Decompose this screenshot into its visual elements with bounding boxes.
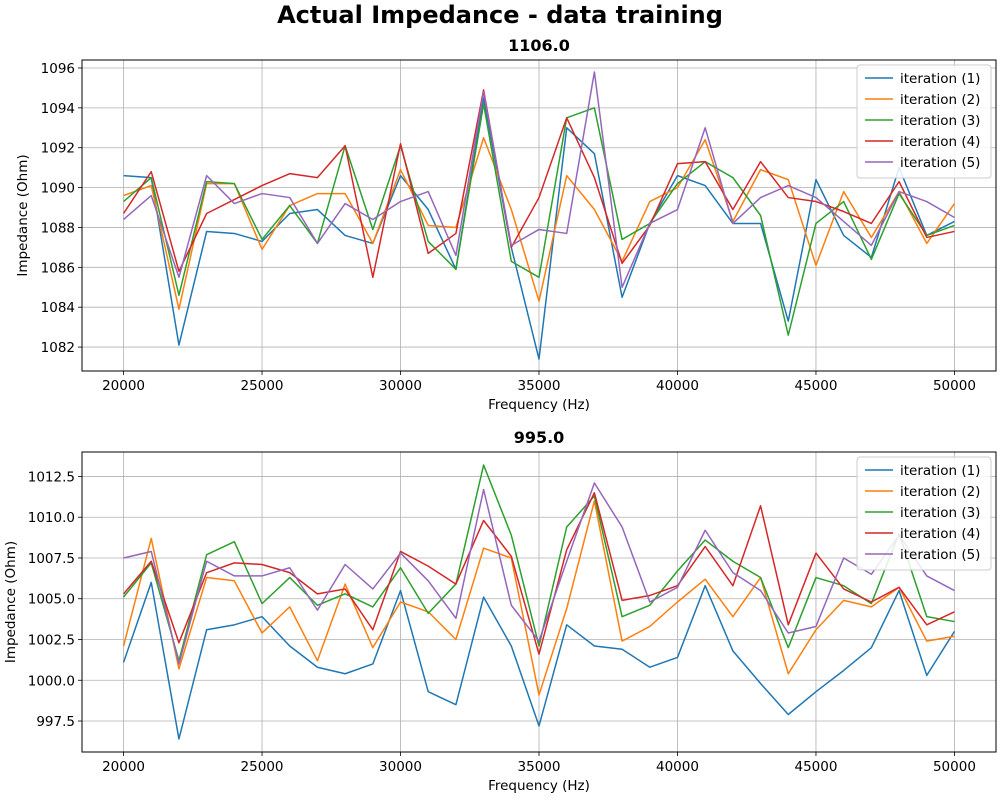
legend-label: iteration (5) <box>900 547 980 563</box>
y-tick-label: 1096 <box>41 61 75 77</box>
x-tick-label: 40000 <box>656 759 699 775</box>
y-tick-label: 1086 <box>41 260 75 276</box>
x-tick-label: 30000 <box>379 759 422 775</box>
y-tick-label: 1088 <box>41 220 75 236</box>
y-tick-label: 1010.0 <box>28 510 75 526</box>
series-line <box>122 464 955 662</box>
series-line <box>122 492 955 655</box>
x-tick-label: 40000 <box>656 378 699 394</box>
y-axis-label: Impedance (Ohm) <box>15 154 31 276</box>
x-tick-label: 50000 <box>933 378 976 394</box>
legend-label: iteration (4) <box>900 134 980 150</box>
series-line <box>123 103 955 336</box>
legend-label: iteration (5) <box>900 155 980 171</box>
series-line <box>123 71 955 289</box>
x-tick-label: 50000 <box>933 759 976 775</box>
subplot-1: 20000 25000 30000 35000 40000 45000 50000 1082 1… <box>15 36 997 413</box>
x-axis-label: Frequency (Hz) <box>488 397 590 413</box>
series-line <box>122 500 955 696</box>
x-axis-label: Frequency (Hz) <box>488 778 590 794</box>
y-tick-label: 1084 <box>41 300 75 316</box>
figure-title: Actual Impedance - data training <box>277 1 723 29</box>
y-tick-label: 1094 <box>41 101 75 117</box>
x-tick-label: 35000 <box>518 378 561 394</box>
subplot-title: 995.0 <box>514 428 565 447</box>
x-tick-label: 25000 <box>241 378 284 394</box>
series-line <box>122 581 956 740</box>
legend-label: iteration (1) <box>900 71 980 87</box>
legend-label: iteration (1) <box>900 463 980 479</box>
legend-label: iteration (2) <box>900 92 980 108</box>
x-tick-label: 45000 <box>794 378 837 394</box>
y-tick-label: 1002.5 <box>28 633 75 649</box>
legend-box <box>856 456 992 571</box>
series-line <box>123 482 955 665</box>
series-line <box>123 137 956 310</box>
legend-box <box>856 64 992 179</box>
y-tick-label: 1007.5 <box>28 551 75 567</box>
series-line <box>123 97 955 360</box>
y-axis-label: Impedance (Ohm) <box>3 541 19 663</box>
legend: iteration (1) iteration (2) iteration (3) i… <box>856 456 992 571</box>
y-tick-label: 1012.5 <box>28 469 75 485</box>
y-tick-label: 1000.0 <box>28 673 75 689</box>
x-tick-label: 20000 <box>102 759 145 775</box>
y-tick-label: 1090 <box>41 181 75 197</box>
y-tick-label: 997.5 <box>36 714 75 730</box>
legend-label: iteration (2) <box>900 484 980 500</box>
legend-label: iteration (3) <box>900 505 980 521</box>
y-tick-label: 1082 <box>41 340 75 356</box>
legend-label: iteration (4) <box>900 526 980 542</box>
x-tick-label: 45000 <box>794 759 837 775</box>
x-tick-label: 30000 <box>379 378 422 394</box>
x-tick-label: 25000 <box>241 759 284 775</box>
x-tick-label: 20000 <box>102 378 145 394</box>
subplot-title: 1106.0 <box>508 36 570 55</box>
y-tick-label: 1092 <box>41 141 75 157</box>
subplot-2: 20000 25000 30000 35000 40000 45000 50000 997.5… <box>3 428 997 794</box>
y-tick-label: 1005.0 <box>28 592 75 608</box>
legend: iteration (1) iteration (2) iteration (3) i… <box>856 64 992 179</box>
legend-label: iteration (3) <box>900 113 980 129</box>
x-tick-label: 35000 <box>518 759 561 775</box>
series-line <box>122 89 955 279</box>
